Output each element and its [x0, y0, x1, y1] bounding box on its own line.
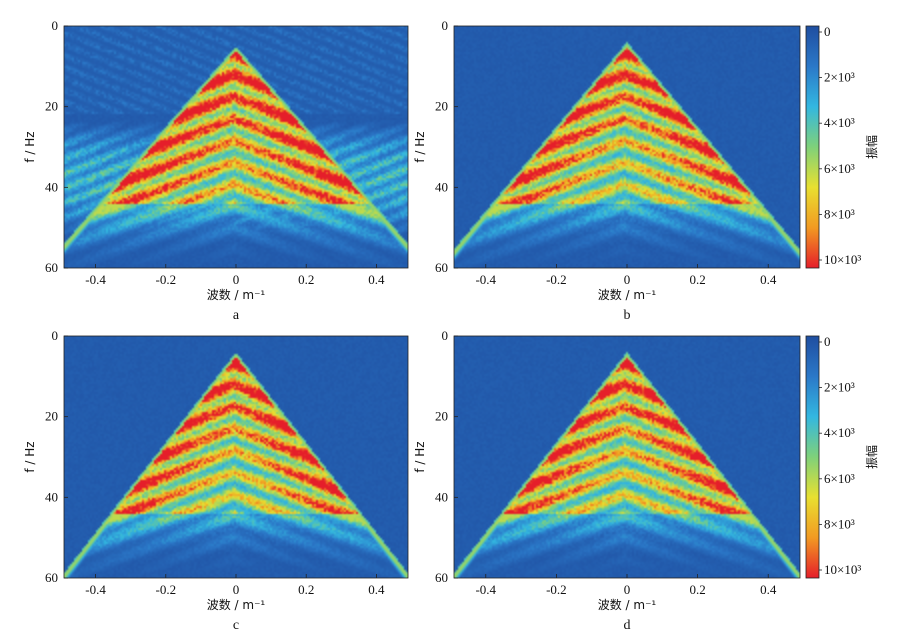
y-axis-label: f / Hz: [23, 441, 37, 472]
y-tick-label: 0: [442, 328, 449, 343]
y-tick-label: 20: [45, 99, 58, 114]
y-tick-label: 60: [45, 570, 58, 585]
x-tick-label: 0: [624, 272, 631, 287]
panel-d: -0.4 -0.2 0 0.2 0.4 0 20 40 60 波数 / m⁻¹ f / Hz d: [413, 328, 801, 633]
x-tick-label: 0.2: [298, 582, 314, 597]
y-tick-label: 40: [45, 489, 58, 504]
y-tick-label: 0: [52, 18, 59, 33]
x-tick-label: -0.2: [155, 272, 176, 287]
x-axis-label: 波数 / m⁻¹: [598, 287, 657, 302]
x-axis-label: 波数 / m⁻¹: [207, 597, 266, 612]
panel-a: -0.4 -0.2 0 0.2 0.4 0 20 40 60 波数 / m⁻¹ f / Hz a: [23, 18, 409, 323]
colorbar: 0 2×10³ 4×10³ 6×10³ 8×10³ 10×10³ 振幅: [805, 334, 879, 579]
x-tick-label: 0: [233, 582, 240, 597]
x-tick-label: 0.4: [368, 582, 385, 597]
y-tick-label: 40: [435, 489, 448, 504]
colorbar-scale: [805, 25, 820, 269]
x-tick-label: 0.2: [298, 272, 314, 287]
y-tick-label: 0: [52, 328, 59, 343]
x-tick-label: 0.2: [689, 582, 705, 597]
colorbar-tick-label: 8×10³: [824, 516, 855, 531]
panel-b: -0.4 -0.2 0 0.2 0.4 0 20 40 60 波数 / m⁻¹ f / Hz b: [413, 18, 801, 323]
x-axis-label: 波数 / m⁻¹: [207, 287, 266, 302]
heatmap-image: [64, 26, 408, 268]
x-tick-label: 0.4: [368, 272, 385, 287]
y-tick-label: 40: [45, 179, 58, 194]
y-tick-label: 40: [435, 179, 448, 194]
colorbar-tick-label: 2×10³: [824, 70, 855, 85]
y-axis-label: f / Hz: [413, 131, 427, 162]
colorbar-tick-label: 4×10³: [824, 115, 855, 130]
x-tick-label: -0.2: [155, 582, 176, 597]
y-tick-label: 60: [435, 260, 448, 275]
x-tick-label: -0.4: [475, 272, 496, 287]
y-axis-label: f / Hz: [23, 131, 37, 162]
panel-letter: d: [624, 618, 631, 633]
panel-letter: a: [233, 308, 240, 323]
panel-letter: c: [233, 618, 239, 633]
heatmap-image: [64, 336, 408, 578]
y-tick-label: 20: [45, 409, 58, 424]
colorbar-label: 振幅: [864, 135, 879, 159]
colorbar-tick-label: 0: [824, 334, 831, 349]
x-tick-label: -0.2: [546, 582, 567, 597]
colorbar-tick-label: 8×10³: [824, 206, 855, 221]
x-tick-label: -0.4: [85, 272, 106, 287]
x-tick-label: 0.2: [689, 272, 705, 287]
x-tick-label: -0.4: [85, 582, 106, 597]
colorbar: 0 2×10³ 4×10³ 6×10³ 8×10³ 10×10³ 振幅: [805, 24, 879, 269]
heatmap-image: [454, 336, 800, 578]
y-tick-label: 60: [435, 570, 448, 585]
colorbar-tick-label: 0: [824, 24, 831, 39]
x-tick-label: 0: [233, 272, 240, 287]
y-axis-label: f / Hz: [413, 441, 427, 472]
colorbar-tick-label: 4×10³: [824, 425, 855, 440]
colorbar-tick-label: 2×10³: [824, 380, 855, 395]
y-tick-label: 20: [435, 409, 448, 424]
colorbar-tick-label: 6×10³: [824, 161, 855, 176]
colorbar-tick-label: 10×10³: [824, 252, 861, 267]
heatmap-image: [454, 26, 800, 268]
colorbar-tick-label: 10×10³: [824, 562, 861, 577]
colorbar-label: 振幅: [864, 445, 879, 469]
panel-c: -0.4 -0.2 0 0.2 0.4 0 20 40 60 波数 / m⁻¹ f / Hz c: [23, 328, 409, 633]
y-tick-label: 20: [435, 99, 448, 114]
colorbar-scale: [805, 335, 820, 579]
x-tick-label: -0.4: [475, 582, 496, 597]
x-axis-label: 波数 / m⁻¹: [598, 597, 657, 612]
x-tick-label: 0: [624, 582, 631, 597]
y-tick-label: 60: [45, 260, 58, 275]
x-tick-label: 0.4: [760, 272, 777, 287]
y-tick-label: 0: [442, 18, 449, 33]
x-tick-label: -0.2: [546, 272, 567, 287]
x-tick-label: 0.4: [760, 582, 777, 597]
panel-letter: b: [624, 308, 631, 323]
colorbar-tick-label: 6×10³: [824, 471, 855, 486]
